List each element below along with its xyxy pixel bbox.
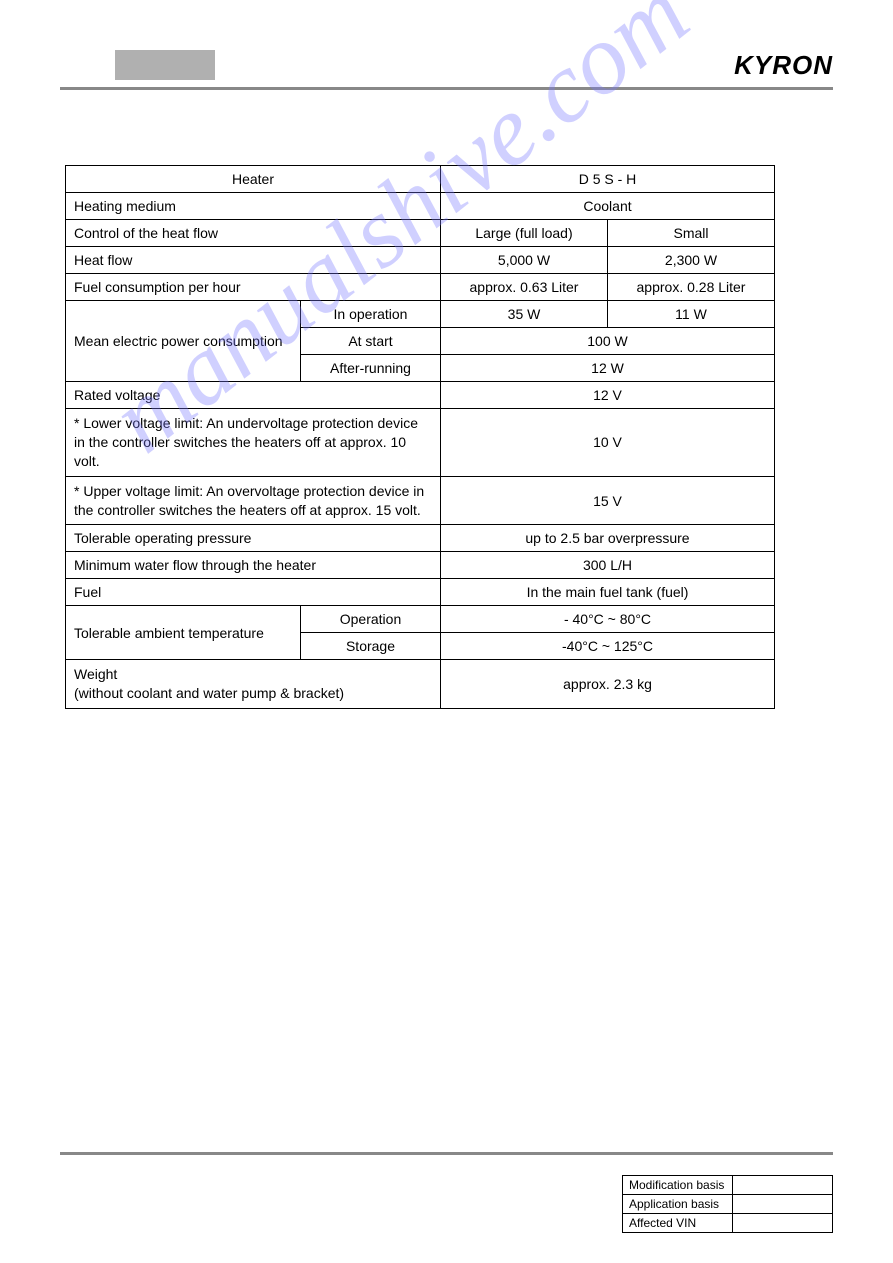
table-row: HeaterD 5 S - H xyxy=(66,166,775,193)
spec-value: approx. 2.3 kg xyxy=(441,660,775,709)
footer-value xyxy=(733,1195,833,1214)
spec-value: up to 2.5 bar overpressure xyxy=(441,525,775,552)
spec-label: Tolerable ambient temperature xyxy=(66,606,301,660)
spec-value: 2,300 W xyxy=(608,247,775,274)
spec-value: In the main fuel tank (fuel) xyxy=(441,579,775,606)
footer-table: Modification basisApplication basisAffec… xyxy=(622,1175,833,1233)
header-grey-box xyxy=(115,50,215,80)
footer-label: Application basis xyxy=(623,1195,733,1214)
table-row: Mean electric power consumptionIn operat… xyxy=(66,301,775,328)
table-row: Weight(without coolant and water pump & … xyxy=(66,660,775,709)
spec-label: Fuel xyxy=(66,579,441,606)
table-row: * Upper voltage limit: An overvoltage pr… xyxy=(66,476,775,525)
spec-value: 15 V xyxy=(441,476,775,525)
spec-value: D 5 S - H xyxy=(441,166,775,193)
spec-label: Heat flow xyxy=(66,247,441,274)
spec-sublabel: Storage xyxy=(301,633,441,660)
spec-table: HeaterD 5 S - HHeating mediumCoolantCont… xyxy=(65,165,775,709)
footer-value xyxy=(733,1176,833,1195)
footer-label: Modification basis xyxy=(623,1176,733,1195)
spec-value: 12 V xyxy=(441,382,775,409)
spec-sublabel: In operation xyxy=(301,301,441,328)
spec-value: Coolant xyxy=(441,193,775,220)
spec-value: 35 W xyxy=(441,301,608,328)
spec-label: Rated voltage xyxy=(66,382,441,409)
spec-value: - 40°C ~ 80°C xyxy=(441,606,775,633)
footer-value xyxy=(733,1214,833,1233)
spec-sublabel: After-running xyxy=(301,355,441,382)
spec-value: 100 W xyxy=(441,328,775,355)
spec-value: Large (full load) xyxy=(441,220,608,247)
table-row: * Lower voltage limit: An undervoltage p… xyxy=(66,409,775,477)
spec-value: 300 L/H xyxy=(441,552,775,579)
brand-logo: KYRON xyxy=(734,50,833,81)
table-row: Control of the heat flowLarge (full load… xyxy=(66,220,775,247)
spec-value: 5,000 W xyxy=(441,247,608,274)
table-row: Tolerable ambient temperatureOperation- … xyxy=(66,606,775,633)
table-row: Rated voltage12 V xyxy=(66,382,775,409)
spec-value: -40°C ~ 125°C xyxy=(441,633,775,660)
page-header: KYRON xyxy=(60,50,833,90)
table-row: Tolerable operating pressureup to 2.5 ba… xyxy=(66,525,775,552)
spec-label: Control of the heat flow xyxy=(66,220,441,247)
spec-label: Heater xyxy=(66,166,441,193)
spec-label: * Upper voltage limit: An overvoltage pr… xyxy=(66,476,441,525)
spec-label: Fuel consumption per hour xyxy=(66,274,441,301)
spec-label: Heating medium xyxy=(66,193,441,220)
table-row: FuelIn the main fuel tank (fuel) xyxy=(66,579,775,606)
spec-value: approx. 0.28 Liter xyxy=(608,274,775,301)
spec-value: 11 W xyxy=(608,301,775,328)
table-row: Heat flow5,000 W2,300 W xyxy=(66,247,775,274)
spec-value: 10 V xyxy=(441,409,775,477)
spec-value: 12 W xyxy=(441,355,775,382)
spec-label: * Lower voltage limit: An undervoltage p… xyxy=(66,409,441,477)
spec-value: Small xyxy=(608,220,775,247)
spec-value: approx. 0.63 Liter xyxy=(441,274,608,301)
footer-row: Affected VIN xyxy=(623,1214,833,1233)
table-row: Fuel consumption per hourapprox. 0.63 Li… xyxy=(66,274,775,301)
footer-rule xyxy=(60,1152,833,1155)
spec-label: Minimum water flow through the heater xyxy=(66,552,441,579)
spec-label: Weight(without coolant and water pump & … xyxy=(66,660,441,709)
spec-label: Tolerable operating pressure xyxy=(66,525,441,552)
table-row: Heating mediumCoolant xyxy=(66,193,775,220)
spec-sublabel: At start xyxy=(301,328,441,355)
footer-row: Application basis xyxy=(623,1195,833,1214)
footer-row: Modification basis xyxy=(623,1176,833,1195)
spec-label: Mean electric power consumption xyxy=(66,301,301,382)
footer-label: Affected VIN xyxy=(623,1214,733,1233)
spec-sublabel: Operation xyxy=(301,606,441,633)
table-row: Minimum water flow through the heater300… xyxy=(66,552,775,579)
